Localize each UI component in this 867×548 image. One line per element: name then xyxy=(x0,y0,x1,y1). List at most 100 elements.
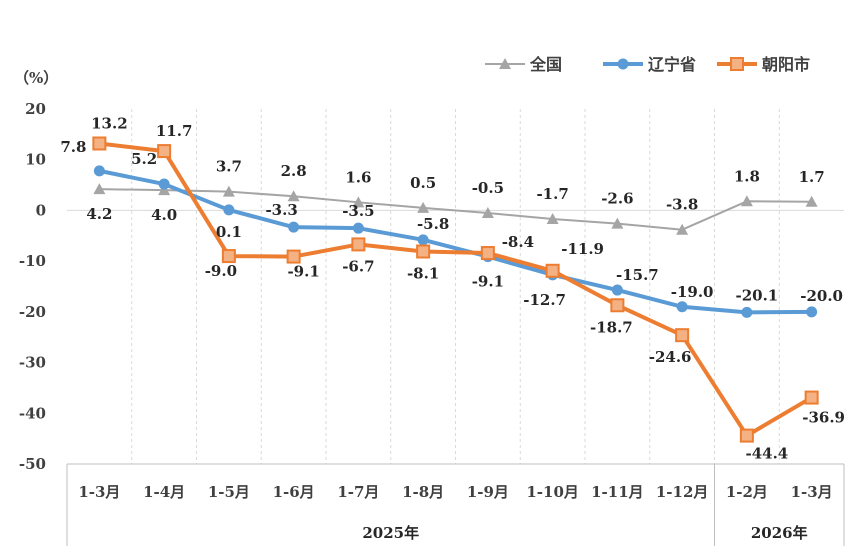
data-label: 4.2 xyxy=(86,205,112,223)
data-label: -9.0 xyxy=(205,262,237,280)
grid xyxy=(131,109,780,464)
data-point-marker xyxy=(287,190,300,202)
data-label: 1.6 xyxy=(345,168,371,186)
data-label: -12.7 xyxy=(523,291,566,309)
x-ticks: 1-3月 1-4月 1-5月 1-6月 1-7月 1-8月 1-9月 1-10月 1-11月 1-… xyxy=(78,483,832,501)
data-label: -11.9 xyxy=(561,240,604,258)
x-tick-label: 1-5月 xyxy=(208,483,250,501)
y-tick-label: 20 xyxy=(25,100,46,118)
data-point-marker xyxy=(158,184,171,196)
x-tick-label: 1-4月 xyxy=(143,483,185,501)
x-tick-label: 1-3月 xyxy=(791,483,833,501)
data-label: 11.7 xyxy=(156,122,193,140)
data-label: -8.1 xyxy=(407,265,439,283)
data-label: -2.6 xyxy=(601,190,633,208)
data-point-marker xyxy=(805,195,818,207)
data-point-marker xyxy=(222,185,235,197)
data-point-marker xyxy=(481,206,494,218)
data-label: 1.7 xyxy=(799,168,825,186)
x-tick-label: 1-11月 xyxy=(591,483,644,501)
x-tick-label: 1-2月 xyxy=(726,483,768,501)
data-point-marker xyxy=(352,222,364,234)
legend-item: 全国 xyxy=(485,55,562,74)
year-group-labels: 2025年 2026年 xyxy=(362,524,807,542)
series-line xyxy=(99,141,813,438)
series-2 xyxy=(92,136,819,443)
data-label: 13.2 xyxy=(91,114,128,132)
year-group-label: 2025年 xyxy=(362,524,419,542)
data-point-marker xyxy=(676,301,688,313)
y-tick-label: 0 xyxy=(36,201,46,219)
data-point-marker xyxy=(288,221,300,233)
y-tick-label: 10 xyxy=(25,151,46,169)
legend-label: 辽宁省 xyxy=(648,55,696,74)
series-1 xyxy=(93,165,818,318)
x-tick-label: 1-12月 xyxy=(656,483,709,501)
legend-item: 辽宁省 xyxy=(603,55,696,74)
data-point-marker xyxy=(157,144,172,159)
data-point-marker xyxy=(417,201,430,213)
data-point-marker xyxy=(417,234,429,246)
data-labels: 4.2 4.0 3.7 2.8 1.6 0.5 -0.5 -1.7 -2.6 -3.8 1.8 1.7… xyxy=(60,114,845,462)
y-tick-label: -20 xyxy=(19,303,46,321)
x-tick-label: 1-7月 xyxy=(337,483,379,501)
x-tick-label: 1-10月 xyxy=(526,483,579,501)
data-point-marker xyxy=(93,183,106,195)
legend: 全国 辽宁省 朝阳市 xyxy=(485,55,810,74)
series-line xyxy=(98,168,812,315)
legend-item: 朝阳市 xyxy=(717,55,810,74)
data-point-marker xyxy=(740,195,753,207)
data-point-marker xyxy=(416,244,431,259)
data-point-marker xyxy=(806,306,818,318)
y-tick-label: -10 xyxy=(19,252,46,270)
data-label: -20.1 xyxy=(735,286,778,304)
data-point-marker xyxy=(675,328,690,343)
x-tick-label: 1-3月 xyxy=(78,483,120,501)
data-point-marker xyxy=(617,58,629,70)
y-ticks: 20 10 0 -10 -20 -30 -40 -50 xyxy=(19,100,46,473)
data-label: 1.8 xyxy=(734,167,760,185)
data-label: -3.3 xyxy=(265,201,297,219)
data-label: -0.5 xyxy=(472,179,504,197)
data-point-marker xyxy=(223,204,235,216)
data-point-marker xyxy=(221,249,236,264)
data-point-marker xyxy=(93,165,105,177)
data-point-marker xyxy=(499,58,511,69)
y-tick-label: -30 xyxy=(19,354,46,372)
data-label: -3.5 xyxy=(342,202,374,220)
data-label: -20.0 xyxy=(800,287,843,305)
data-point-marker xyxy=(352,196,365,208)
data-label: -6.7 xyxy=(342,257,374,275)
year-group-label: 2026年 xyxy=(751,524,808,542)
y-tick-label: -50 xyxy=(19,455,46,473)
series-line xyxy=(99,188,812,231)
data-point-marker xyxy=(351,237,366,252)
data-point-marker xyxy=(676,223,689,235)
data-point-marker xyxy=(741,306,753,318)
y-tick-label: -40 xyxy=(19,404,46,422)
data-label: -19.0 xyxy=(671,283,714,301)
data-label: -15.7 xyxy=(616,266,659,284)
series-lines xyxy=(92,136,819,443)
x-tick-label: 1-8月 xyxy=(402,483,444,501)
data-label: -24.6 xyxy=(649,348,692,366)
data-point-marker xyxy=(286,249,301,264)
data-point-marker xyxy=(730,57,744,71)
data-label: -18.7 xyxy=(590,318,633,336)
data-label: 3.7 xyxy=(216,158,242,176)
data-label: -9.1 xyxy=(472,273,504,291)
series-0 xyxy=(93,183,818,235)
data-label: -1.7 xyxy=(536,185,568,203)
y-axis-unit-label: （%） xyxy=(14,69,58,87)
data-point-marker xyxy=(158,178,170,190)
data-point-marker xyxy=(610,298,625,313)
data-label: -8.4 xyxy=(502,233,534,251)
data-point-marker xyxy=(92,136,107,151)
data-label: 0.5 xyxy=(410,174,436,192)
data-point-marker xyxy=(546,213,559,225)
x-tick-label: 1-6月 xyxy=(273,483,315,501)
data-label: -3.8 xyxy=(666,196,698,214)
data-point-marker xyxy=(611,217,624,229)
data-label: -44.4 xyxy=(745,445,788,463)
data-label: 0.1 xyxy=(216,223,242,241)
